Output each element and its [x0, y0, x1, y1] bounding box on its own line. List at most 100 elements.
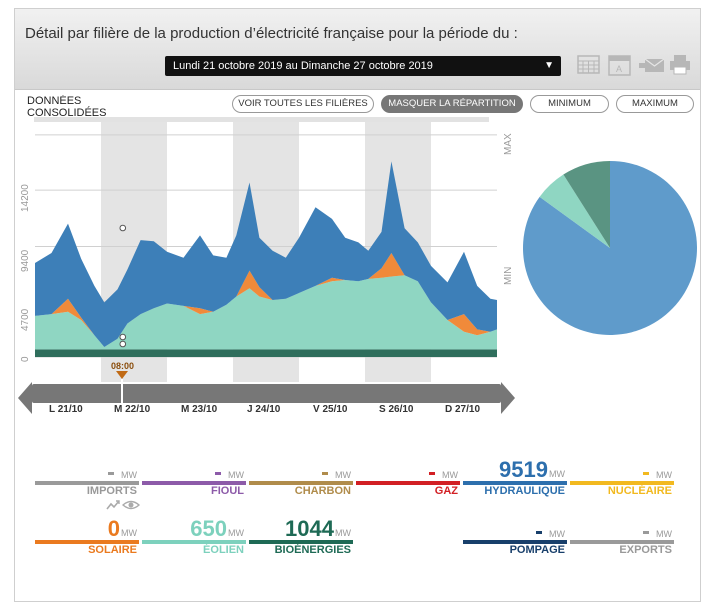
no-value-dash: [429, 472, 435, 476]
filiere-value: MW: [108, 465, 137, 483]
filiere-value: MW: [536, 524, 565, 542]
filiere-color-bar: [463, 481, 567, 485]
day-label-thu[interactable]: J 24/10: [247, 404, 281, 415]
no-value-dash: [536, 531, 542, 535]
filiere-name: HYDRAULIQUE: [484, 485, 565, 497]
day-label-sat[interactable]: S 26/10: [379, 404, 414, 415]
filiere-color-bar: [463, 540, 567, 544]
filiere-exports[interactable]: MW EXPORTS: [570, 514, 674, 556]
cursor-point: [119, 340, 127, 348]
page-title: Détail par filière de la production d’él…: [25, 25, 518, 42]
y-tick-0: 0: [20, 356, 31, 362]
day-label-wed[interactable]: M 23/10: [181, 404, 218, 415]
unit-label: MW: [442, 470, 458, 480]
no-value-dash: [215, 472, 221, 476]
distribution-pie-chart: [523, 161, 698, 335]
filiere-name: POMPAGE: [509, 544, 565, 556]
value-number: 650: [190, 516, 227, 541]
print-icon[interactable]: [669, 53, 691, 75]
no-value-dash: [643, 531, 649, 535]
value-number: 9519: [499, 457, 548, 482]
minimum-button[interactable]: MINIMUM: [530, 95, 609, 113]
filiere-value: 1044MW: [285, 516, 351, 542]
filiere-charbon[interactable]: MW CHARBON: [249, 455, 353, 497]
cursor-time-label: 08:00: [111, 361, 135, 371]
filiere-nucleaire[interactable]: MW NUCLÉAIRE: [570, 455, 674, 497]
timeline-prev-arrow[interactable]: [18, 382, 32, 414]
timeline-bar[interactable]: [18, 382, 515, 414]
filiere-color-bar: [570, 540, 674, 544]
day-label-sun[interactable]: D 27/10: [445, 404, 481, 415]
filiere-name: SOLAIRE: [88, 544, 137, 556]
header: Détail par filière de la production d’él…: [15, 9, 700, 90]
time-cursor-handle[interactable]: [115, 371, 129, 403]
timeline-next-arrow[interactable]: [501, 382, 515, 414]
y-tick-4700: 4700: [20, 308, 31, 331]
filiere-gaz[interactable]: MW GAZ: [356, 455, 460, 497]
no-value-dash: [322, 472, 328, 476]
show-all-button[interactable]: VOIR TOUTES LES FILIÈRES: [232, 95, 374, 113]
trend-icon[interactable]: [106, 498, 140, 512]
min-label: MIN: [503, 266, 514, 285]
filiere-value: MW: [643, 524, 672, 542]
cursor-point: [119, 224, 127, 232]
area-series-0: [35, 349, 497, 357]
filiere-name: FIOUL: [211, 485, 244, 497]
unit-label: MW: [549, 529, 565, 539]
day-label-tue[interactable]: M 22/10: [114, 404, 151, 415]
svg-text:A: A: [616, 64, 622, 74]
filiere-name: EXPORTS: [619, 544, 672, 556]
filiere-imports[interactable]: MW IMPORTS: [35, 455, 139, 497]
day-label-fri[interactable]: V 25/10: [313, 404, 348, 415]
area-series-3: [35, 161, 497, 347]
filiere-hydraulique[interactable]: 9519MW HYDRAULIQUE: [463, 455, 567, 497]
filiere-value: 650MW: [190, 516, 244, 542]
period-select[interactable]: Lundi 21 octobre 2019 au Dimanche 27 oct…: [165, 56, 561, 76]
hide-split-button[interactable]: MASQUER LA RÉPARTITION: [381, 95, 523, 113]
filiere-value: MW: [429, 465, 458, 483]
timeline-track[interactable]: [32, 384, 501, 403]
y-tick-14200: 14200: [20, 184, 31, 212]
filiere-value: MW: [215, 465, 244, 483]
filiere-eolien[interactable]: 650MW ÉOLIEN: [142, 514, 246, 556]
area-series-2: [35, 253, 497, 347]
calendar-grid-icon[interactable]: [577, 53, 601, 75]
chart-scrollbar[interactable]: [34, 117, 489, 122]
mail-send-icon[interactable]: [639, 53, 665, 75]
y-tick-9400: 9400: [20, 249, 31, 272]
filiere-name: ÉOLIEN: [203, 544, 244, 556]
area-series-1: [35, 275, 497, 350]
filiere-color-bar: [570, 481, 674, 485]
day-label-mon[interactable]: L 21/10: [49, 404, 83, 415]
unit-label: MW: [121, 528, 137, 538]
maximum-button[interactable]: MAXIMUM: [616, 95, 694, 113]
filiere-solaire[interactable]: 0MW SOLAIRE: [35, 514, 139, 556]
chevron-down-icon: ▼: [544, 60, 554, 71]
production-area-chart: [35, 122, 497, 382]
filiere-pompage[interactable]: MW POMPAGE: [463, 514, 567, 556]
cursor-point: [119, 333, 127, 341]
eye-icon[interactable]: [122, 498, 140, 512]
filiere-bioenergies[interactable]: 1044MW BIOÉNERGIES: [249, 514, 353, 556]
filiere-color-bar: [249, 540, 353, 544]
pie-slice-0: [523, 161, 698, 335]
max-label: MAX: [503, 133, 514, 155]
pie-slice-2: [563, 161, 610, 248]
unit-label: MW: [121, 470, 137, 480]
pie-slice-1: [539, 174, 610, 248]
consolidated-data-label: DONNÉES CONSOLIDÉES: [27, 95, 107, 117]
unit-label: MW: [656, 529, 672, 539]
unit-label: MW: [228, 528, 244, 538]
filiere-fioul[interactable]: MW FIOUL: [142, 455, 246, 497]
unit-label: MW: [228, 470, 244, 480]
filiere-color-bar: [356, 481, 460, 485]
filiere-color-bar: [35, 481, 139, 485]
filiere-color-bar: [249, 481, 353, 485]
filiere-name: IMPORTS: [86, 485, 137, 497]
unit-label: MW: [335, 470, 351, 480]
filiere-name: CHARBON: [294, 485, 351, 497]
filiere-color-bar: [35, 540, 139, 544]
unit-label: MW: [656, 470, 672, 480]
calendar-day-icon[interactable]: A: [608, 53, 632, 77]
filiere-value: MW: [643, 465, 672, 483]
